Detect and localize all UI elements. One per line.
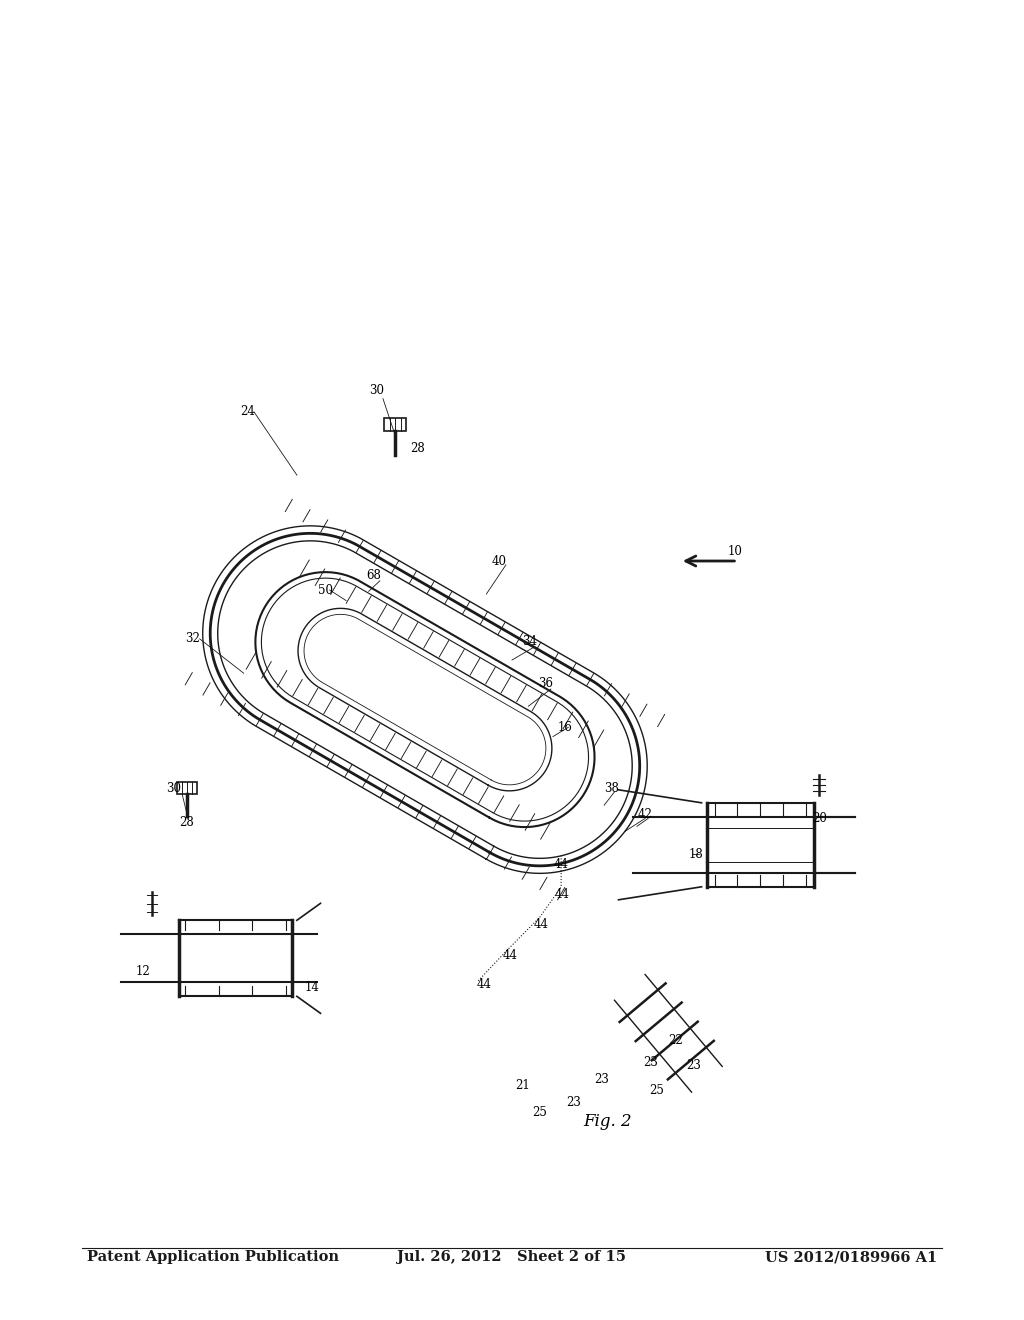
Text: 18: 18 xyxy=(689,847,703,861)
Text: 40: 40 xyxy=(492,554,506,568)
Text: 28: 28 xyxy=(179,816,194,829)
Text: 16: 16 xyxy=(558,721,572,734)
Text: 14: 14 xyxy=(305,981,319,994)
Text: Patent Application Publication: Patent Application Publication xyxy=(87,1250,339,1265)
Text: Jul. 26, 2012   Sheet 2 of 15: Jul. 26, 2012 Sheet 2 of 15 xyxy=(397,1250,627,1265)
Text: 23: 23 xyxy=(566,1096,581,1109)
Text: 20: 20 xyxy=(812,812,826,825)
Text: Fig. 2: Fig. 2 xyxy=(584,1113,632,1130)
Text: 44: 44 xyxy=(477,978,492,991)
Text: 44: 44 xyxy=(503,949,517,962)
Text: 44: 44 xyxy=(534,917,548,931)
Text: 23: 23 xyxy=(686,1059,700,1072)
Text: 44: 44 xyxy=(554,858,568,871)
Text: 30: 30 xyxy=(167,781,181,795)
Text: 24: 24 xyxy=(241,405,255,418)
Text: 25: 25 xyxy=(532,1106,547,1119)
Text: 36: 36 xyxy=(539,677,553,690)
Text: 42: 42 xyxy=(638,808,652,821)
Text: 22: 22 xyxy=(669,1034,683,1047)
Text: 12: 12 xyxy=(136,965,151,978)
Text: 25: 25 xyxy=(649,1084,664,1097)
Text: 10: 10 xyxy=(728,545,742,558)
Text: 34: 34 xyxy=(522,635,537,648)
Text: 30: 30 xyxy=(370,384,384,397)
Text: 23: 23 xyxy=(643,1056,657,1069)
Text: 44: 44 xyxy=(555,888,569,902)
Text: 32: 32 xyxy=(185,632,200,645)
Text: 50: 50 xyxy=(318,583,333,597)
Text: 21: 21 xyxy=(515,1078,529,1092)
Text: 68: 68 xyxy=(367,569,381,582)
Text: 23: 23 xyxy=(595,1073,609,1086)
Text: US 2012/0189966 A1: US 2012/0189966 A1 xyxy=(765,1250,937,1265)
Text: 38: 38 xyxy=(604,781,618,795)
Text: 28: 28 xyxy=(411,442,425,455)
